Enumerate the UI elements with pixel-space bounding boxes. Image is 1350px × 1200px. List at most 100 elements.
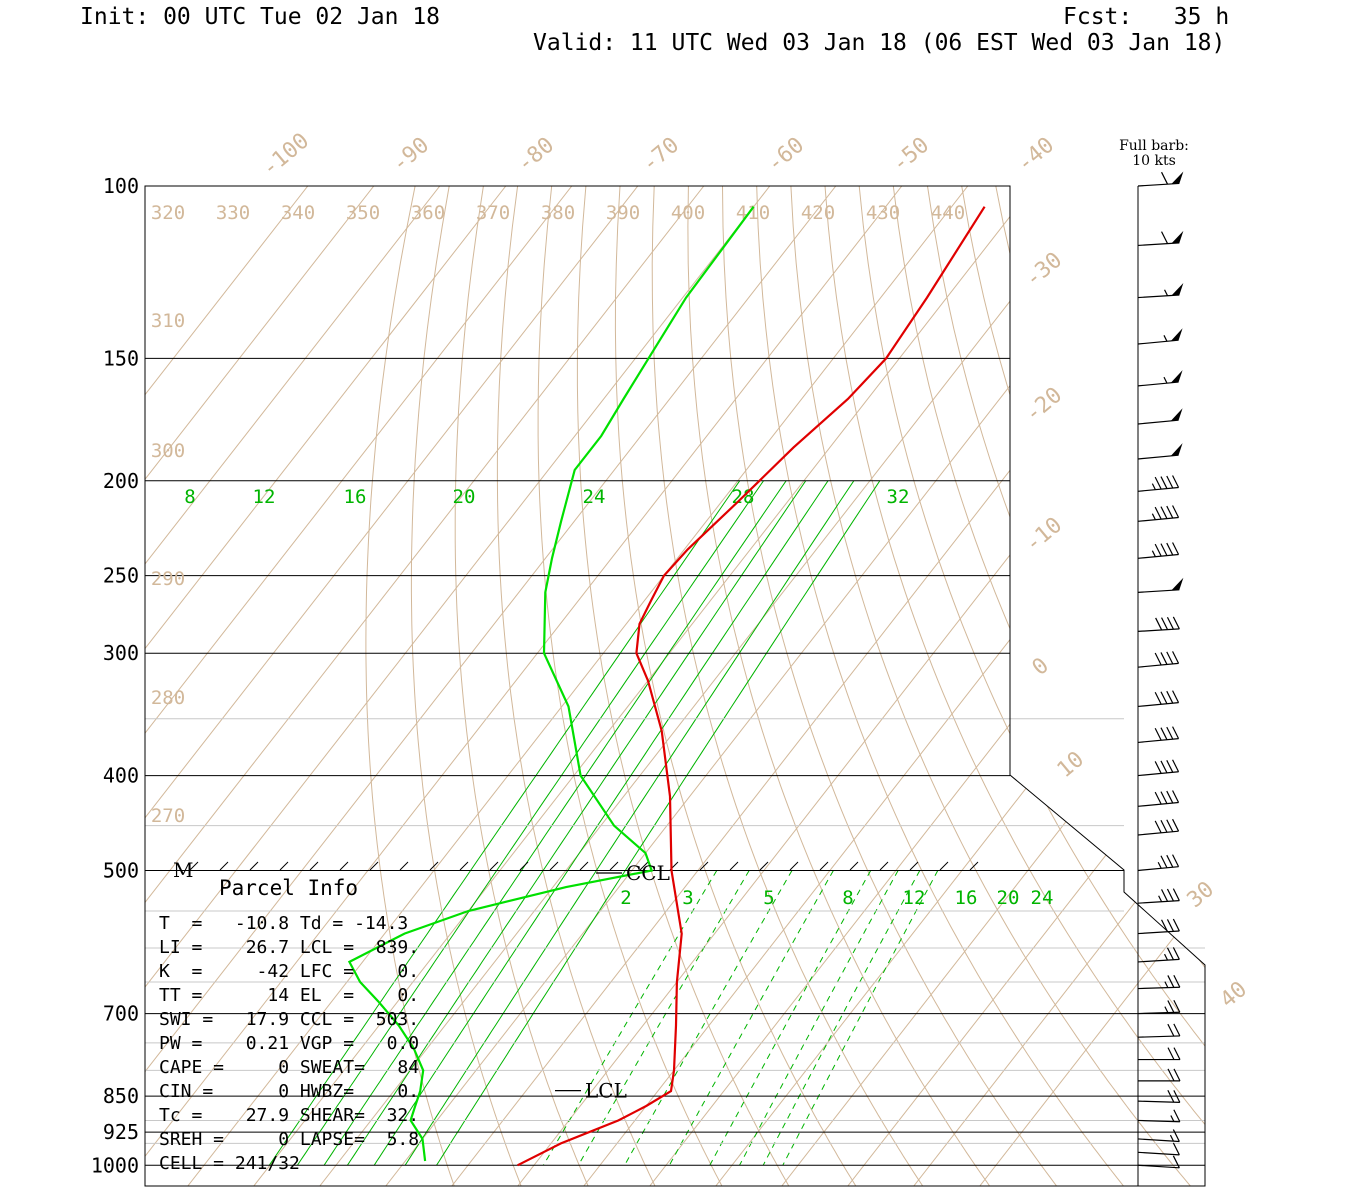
barb-shaft — [1137, 553, 1179, 559]
isotherm-line — [145, 186, 705, 1186]
barb-flag — [1166, 854, 1174, 868]
temperature-profile — [517, 206, 986, 1167]
hatch-mark — [249, 861, 259, 871]
hatch-mark — [879, 861, 889, 871]
isotherm-label-right: 30 — [1183, 877, 1219, 913]
wind-barb — [1137, 726, 1180, 744]
theta-label-left: 300 — [151, 440, 185, 462]
theta-label-left: 280 — [151, 687, 185, 709]
barb-flag — [1161, 889, 1169, 902]
isotherm-line — [145, 186, 375, 1186]
barb-flag — [1160, 691, 1168, 705]
theta-label-top: 410 — [736, 202, 770, 224]
isotherm-label-right: 0 — [1028, 653, 1054, 681]
barb-flag — [1166, 616, 1174, 630]
mixing-ratio-label-lower: 5 — [763, 887, 774, 909]
wind-barb — [1137, 1142, 1180, 1156]
isotherm-line — [781, 186, 1205, 1186]
wind-barb — [1137, 1109, 1181, 1123]
barb-flag — [1173, 1000, 1181, 1013]
wind-barb — [1137, 616, 1180, 633]
isotherm-line — [145, 186, 441, 1186]
theta-label-left: 290 — [151, 568, 185, 590]
hatch-mark — [489, 861, 499, 871]
barb-flag — [1166, 947, 1174, 961]
barb-shaft — [1137, 702, 1179, 708]
hatch-mark — [369, 861, 379, 871]
hatch-mark — [909, 861, 919, 871]
isotherm-label-top: -90 — [388, 133, 435, 178]
isotherm-label-right: -30 — [1021, 248, 1068, 293]
wind-barb — [1137, 328, 1183, 345]
barb-shaft — [1137, 662, 1179, 668]
hatch-mark — [699, 861, 709, 871]
barb-flag — [1167, 975, 1175, 988]
barb-flag — [1173, 1090, 1181, 1103]
barb-legend-line1: Full barb: — [1119, 138, 1189, 154]
barb-flag — [1172, 888, 1180, 901]
parcel-info-row: CIN = 0 HWBZ= 0. — [159, 1081, 420, 1102]
parcel-info-row: CAPE = 0 SWEAT= 84 — [159, 1057, 420, 1078]
barb-flag — [1172, 1142, 1180, 1156]
barb-flag — [1154, 727, 1162, 741]
moist-curve — [373, 480, 829, 1166]
isotherm-label-right: -20 — [1021, 383, 1068, 428]
dry-adiabat-line — [651, 186, 924, 1186]
barb-pennant — [1171, 171, 1184, 184]
wind-barb — [1137, 1155, 1180, 1169]
isotherm-label-top: -60 — [763, 133, 810, 178]
wind-barb — [1137, 1000, 1181, 1015]
dry-adiabat-line — [824, 186, 1205, 1186]
hatch-mark — [849, 861, 859, 871]
pressure-tick-label: 1000 — [91, 1153, 139, 1177]
barb-flag — [1172, 918, 1180, 932]
barb-shaft — [1137, 1138, 1180, 1143]
plot-border — [144, 185, 1206, 1187]
barb-half-flag — [1158, 895, 1163, 903]
mixing-ratio-label-lower: 24 — [1031, 887, 1054, 909]
mixing-ratio-label-upper: 8 — [184, 486, 195, 508]
wind-barb — [1137, 947, 1180, 963]
barb-flag — [1161, 919, 1169, 933]
wind-barb — [1138, 1047, 1181, 1061]
mixing-ratio-label-lower: 8 — [842, 887, 853, 909]
dry-adiabat-line — [365, 186, 455, 1186]
mixing-ratio-label-lower: 16 — [955, 887, 978, 909]
theta-label-top: 420 — [801, 202, 835, 224]
barb-flag — [1167, 1000, 1175, 1013]
mixing-ratio-line — [668, 870, 834, 1166]
parcel-info-row: PW = 0.21 VGP = 0.0 — [159, 1033, 420, 1054]
isotherm-label-top: -80 — [513, 133, 560, 178]
wind-barb — [1137, 818, 1180, 836]
barb-flag — [1167, 1068, 1175, 1082]
barb-flag — [1172, 505, 1180, 518]
isotherm-label-top: -100 — [257, 128, 314, 181]
theta-label-top: 390 — [606, 202, 640, 224]
isotherm-line — [145, 186, 903, 1186]
profile-series — [347, 206, 986, 1167]
wind-barb — [1137, 854, 1180, 872]
barb-shaft — [1137, 1035, 1180, 1038]
wind-barb — [1137, 974, 1181, 990]
dry-adiabat-line — [756, 186, 1124, 1186]
barb-pennant — [1171, 577, 1184, 591]
barb-flag — [1160, 652, 1168, 665]
barb-flag — [1160, 727, 1168, 740]
barb-flag — [1172, 726, 1180, 739]
wind-barbs — [1137, 171, 1184, 1169]
barb-flag — [1155, 617, 1163, 631]
valid-time: Valid: 11 UTC Wed 03 Jan 18 (06 EST Wed … — [533, 30, 1226, 56]
theta-label-top: 320 — [151, 202, 185, 224]
barb-shaft — [1137, 1119, 1180, 1123]
barb-flag — [1166, 505, 1174, 519]
barb-pennant — [1170, 370, 1183, 383]
parcel-info-row: CELL = 241/32 — [159, 1153, 300, 1174]
mixing-ratio-label-upper: 20 — [453, 486, 476, 508]
isotherm-line — [847, 186, 1205, 1186]
barb-flag — [1172, 616, 1180, 630]
pressure-tick-label: 700 — [103, 1002, 139, 1026]
pressure-tick-label: 150 — [103, 346, 139, 370]
isotherm-line — [319, 186, 1101, 1186]
hatch-mark — [939, 861, 949, 871]
mixing-ratio-label-lower: 20 — [997, 887, 1020, 909]
